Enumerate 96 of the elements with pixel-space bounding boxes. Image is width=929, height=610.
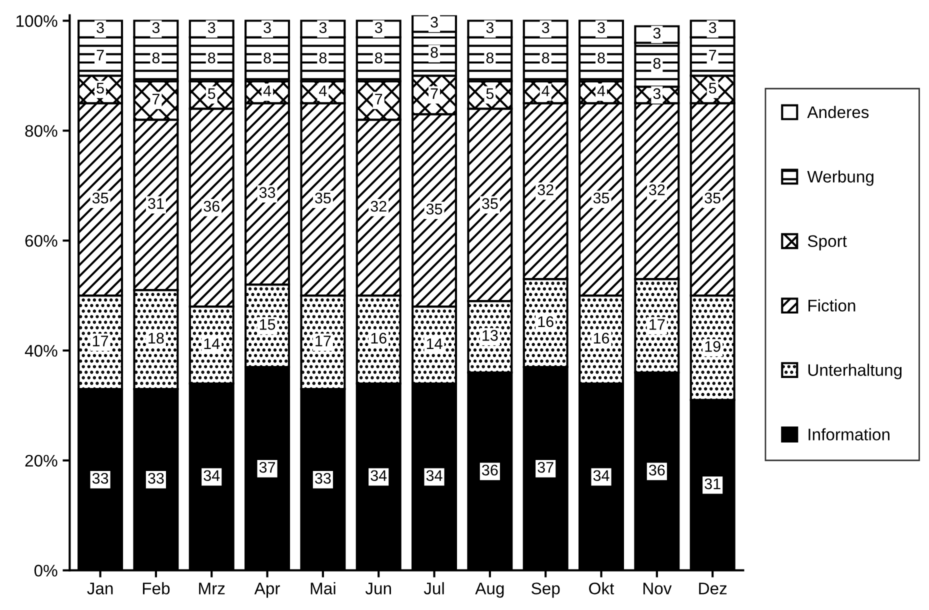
data-label: 32 xyxy=(649,184,665,196)
x-tick-label: Aug xyxy=(475,582,504,598)
data-label: 3 xyxy=(96,22,104,34)
data-label: 19 xyxy=(705,341,720,352)
data-label: 3 xyxy=(430,16,438,28)
data-label: 8 xyxy=(319,52,327,64)
data-label: 34 xyxy=(426,470,442,482)
x-tick-label: Feb xyxy=(142,582,170,594)
data-label: 34 xyxy=(204,470,220,482)
data-label: 36 xyxy=(482,464,498,476)
data-label: 5 xyxy=(208,88,216,100)
data-label: 13 xyxy=(482,330,498,341)
y-tick-label: 0% xyxy=(34,564,58,577)
data-label: 8 xyxy=(208,52,216,64)
data-label: 3 xyxy=(708,22,716,34)
data-label: 8 xyxy=(152,52,160,64)
data-label: 8 xyxy=(653,58,661,69)
data-label: 35 xyxy=(704,192,720,204)
data-label: 15 xyxy=(260,319,276,330)
y-tick-label: 20% xyxy=(25,454,58,467)
data-label: 34 xyxy=(593,470,610,482)
x-tick-label: Mrz xyxy=(199,582,225,594)
data-label: 4 xyxy=(597,86,606,96)
data-label: 8 xyxy=(375,52,382,64)
data-label: 8 xyxy=(542,52,550,64)
data-label: 33 xyxy=(259,187,276,198)
y-tick-label: 80% xyxy=(25,125,58,137)
legend-label: Anderes xyxy=(807,106,869,118)
data-label: 3 xyxy=(653,28,660,39)
data-label: 4 xyxy=(263,86,272,96)
data-label: 35 xyxy=(92,192,108,204)
data-label: 35 xyxy=(426,204,442,214)
y-tick-label: 60% xyxy=(25,234,58,247)
data-label: 7 xyxy=(375,94,382,104)
data-label: 7 xyxy=(152,94,160,104)
data-label: 5 xyxy=(486,88,494,100)
data-label: 17 xyxy=(650,319,665,330)
data-label: 16 xyxy=(371,332,386,344)
data-label: 16 xyxy=(594,332,610,344)
data-label: 32 xyxy=(538,184,554,196)
data-label: 4 xyxy=(542,86,550,96)
data-label: 3 xyxy=(152,22,160,34)
legend-label: Werbung xyxy=(807,170,874,186)
data-label: 36 xyxy=(204,200,220,212)
x-tick-label: Jan xyxy=(87,582,113,594)
x-tick-label: Jul xyxy=(424,582,444,594)
data-label: 31 xyxy=(148,198,164,209)
data-label: 8 xyxy=(486,52,494,64)
x-tick-label: Mai xyxy=(310,582,336,594)
data-label: 17 xyxy=(92,336,108,346)
data-label: 4 xyxy=(319,86,327,96)
data-label: 7 xyxy=(430,88,438,99)
data-label: 33 xyxy=(148,472,164,484)
data-label: 36 xyxy=(649,464,665,476)
data-label: 33 xyxy=(315,472,331,484)
x-tick-label: Dez xyxy=(699,582,727,594)
data-label: 3 xyxy=(653,88,660,100)
data-label: 8 xyxy=(264,52,271,64)
data-label: 8 xyxy=(430,47,438,58)
data-label: 17 xyxy=(316,336,331,346)
data-label: 3 xyxy=(319,22,327,34)
legend-label: Information xyxy=(808,428,890,440)
y-tick-label: 100% xyxy=(16,15,58,27)
data-label: 3 xyxy=(208,22,216,34)
data-label: 3 xyxy=(486,22,494,34)
data-label: 7 xyxy=(709,50,716,60)
data-label: 37 xyxy=(538,462,554,473)
x-tick-label: Jun xyxy=(365,582,391,594)
data-label: 3 xyxy=(598,22,605,34)
data-label: 31 xyxy=(704,478,720,490)
legend-label: Sport xyxy=(808,235,847,250)
data-label: 35 xyxy=(593,192,610,204)
data-label: 7 xyxy=(96,50,104,60)
data-label: 35 xyxy=(482,198,498,209)
data-label: 33 xyxy=(92,472,108,484)
data-label: 3 xyxy=(264,22,271,34)
y-tick-label: 40% xyxy=(24,344,58,357)
data-label: 32 xyxy=(370,200,386,212)
data-label: 5 xyxy=(708,82,716,94)
data-label: 8 xyxy=(598,52,605,64)
data-label: 35 xyxy=(315,192,331,204)
data-label: 14 xyxy=(204,338,220,349)
x-tick-label: Okt xyxy=(589,582,614,594)
data-label: 3 xyxy=(374,22,382,34)
data-label: 3 xyxy=(542,22,550,34)
data-label: 37 xyxy=(259,462,276,473)
data-label: 14 xyxy=(426,338,442,349)
data-label: 16 xyxy=(538,316,554,328)
legend-label: Fiction xyxy=(808,299,856,312)
data-label: 18 xyxy=(148,332,164,344)
data-label: 34 xyxy=(370,470,387,482)
x-tick-label: Apr xyxy=(254,582,280,598)
data-label: 5 xyxy=(96,82,104,94)
legend-label: Unterhaltung xyxy=(808,364,902,380)
x-tick-label: Sep xyxy=(532,582,560,598)
x-tick-label: Nov xyxy=(643,582,672,594)
